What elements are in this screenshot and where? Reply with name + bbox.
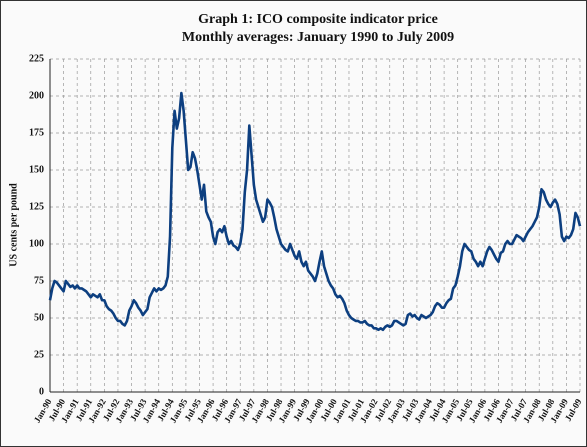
y-tick-label: 150 bbox=[29, 164, 44, 175]
y-tick-label: 175 bbox=[29, 127, 44, 138]
line-series bbox=[48, 91, 582, 332]
chart-subtitle: Monthly averages: January 1990 to July 2… bbox=[182, 30, 454, 45]
y-axis-label: US cents per pound bbox=[8, 183, 19, 267]
y-tick-label: 75 bbox=[34, 275, 44, 286]
y-tick-label: 50 bbox=[34, 312, 44, 323]
chart-title: Graph 1: ICO composite indicator price bbox=[198, 12, 438, 27]
y-tick-label: 0 bbox=[39, 386, 44, 397]
y-tick-label: 200 bbox=[29, 90, 44, 101]
y-tick-label: 25 bbox=[34, 349, 44, 360]
y-tick-label: 225 bbox=[29, 53, 44, 64]
y-tick-label: 125 bbox=[29, 201, 44, 212]
y-tick-label: 100 bbox=[29, 238, 44, 249]
